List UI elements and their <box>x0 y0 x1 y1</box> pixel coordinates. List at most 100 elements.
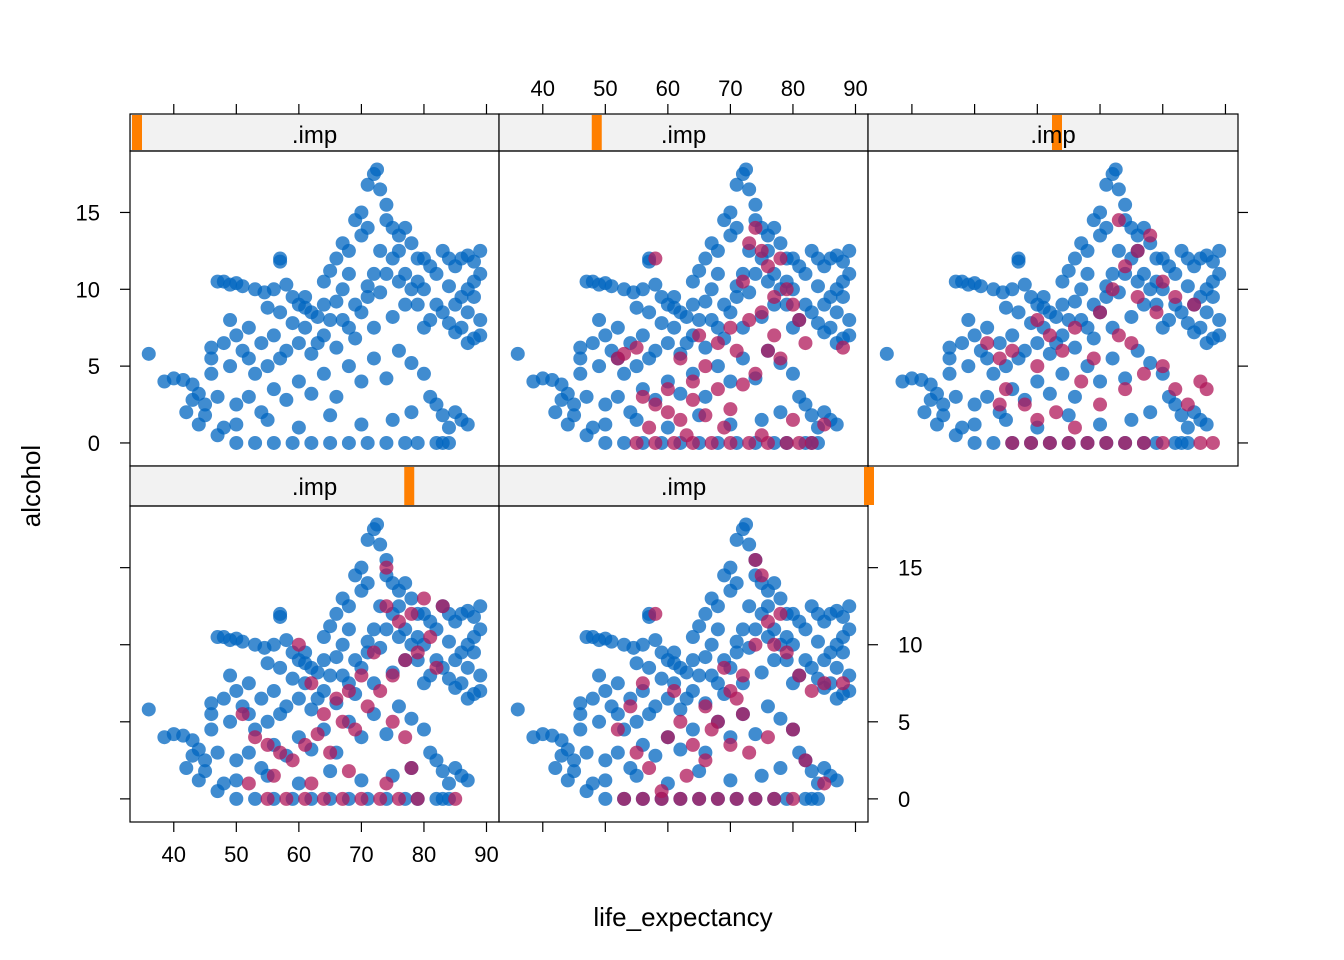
observed-point <box>598 773 613 788</box>
strip-level-indicator <box>864 467 874 505</box>
imputed-point <box>1155 274 1170 289</box>
observed-point <box>629 412 644 427</box>
imputed-point <box>748 637 763 652</box>
observed-point <box>273 305 288 320</box>
observed-point <box>1067 340 1082 355</box>
x-tick-label: 80 <box>781 76 805 101</box>
observed-point <box>341 266 356 281</box>
imputed-point <box>792 668 807 683</box>
observed-point <box>229 435 244 450</box>
observed-point <box>1212 313 1227 328</box>
imputed-point <box>1074 374 1089 389</box>
observed-point <box>316 653 331 668</box>
observed-point <box>961 359 976 374</box>
x-tick-label: 80 <box>412 842 436 867</box>
imputed-point <box>692 328 707 343</box>
observed-point <box>329 389 344 404</box>
x-tick-label: 40 <box>162 842 186 867</box>
observed-point <box>304 386 319 401</box>
observed-point <box>373 182 388 197</box>
imputed-point <box>754 428 769 443</box>
observed-point <box>241 745 256 760</box>
imputed-point <box>241 776 256 791</box>
imputed-point <box>316 791 331 806</box>
observed-point <box>685 297 700 312</box>
observed-point <box>829 305 844 320</box>
strip-level-indicator <box>132 115 142 150</box>
observed-point <box>179 761 194 776</box>
imputed-point <box>1086 351 1101 366</box>
observed-point <box>435 764 450 779</box>
observed-point <box>266 637 281 652</box>
observed-point <box>204 351 219 366</box>
y-tick-label: 0 <box>898 787 910 812</box>
observed-point <box>829 417 844 432</box>
observed-point <box>1055 297 1070 312</box>
observed-point <box>460 305 475 320</box>
imputed-point <box>1005 343 1020 358</box>
observed-point <box>604 279 619 294</box>
observed-point <box>460 336 475 351</box>
observed-point <box>266 435 281 450</box>
observed-point <box>567 397 582 412</box>
imputed-point <box>723 737 738 752</box>
x-tick-label: 70 <box>349 842 373 867</box>
imputed-point <box>717 420 732 435</box>
observed-point <box>810 634 825 649</box>
observed-point <box>592 313 607 328</box>
imputed-point <box>754 243 769 258</box>
imputed-point <box>429 660 444 675</box>
observed-point <box>216 691 231 706</box>
observed-point <box>1093 417 1108 432</box>
observed-point <box>204 696 219 711</box>
observed-point <box>610 389 625 404</box>
strip-label: .imp <box>292 122 337 149</box>
imputed-point <box>629 340 644 355</box>
imputed-point <box>1149 305 1164 320</box>
observed-point <box>723 374 738 389</box>
observed-point <box>710 622 725 637</box>
observed-point <box>260 714 275 729</box>
observed-point <box>692 764 707 779</box>
imputed-point <box>1118 259 1133 274</box>
observed-point <box>398 297 413 312</box>
imputed-point <box>679 768 694 783</box>
observed-point <box>323 619 338 634</box>
x-tick-label: 70 <box>718 76 742 101</box>
observed-point <box>204 366 219 381</box>
observed-point <box>592 668 607 683</box>
imputed-point <box>348 722 363 737</box>
imputed-point <box>285 753 300 768</box>
observed-point <box>229 328 244 343</box>
observed-point <box>298 289 313 304</box>
imputed-point <box>685 374 700 389</box>
observed-point <box>1180 435 1195 450</box>
imputed-point <box>1143 228 1158 243</box>
observed-point <box>398 576 413 591</box>
imputed-point <box>635 791 650 806</box>
strip-label: .imp <box>1030 122 1075 149</box>
imputed-point <box>804 435 819 450</box>
imputed-point <box>1042 435 1057 450</box>
observed-point <box>729 576 744 591</box>
observed-point <box>229 773 244 788</box>
observed-point <box>348 653 363 668</box>
imputed-point <box>304 676 319 691</box>
observed-point <box>316 274 331 289</box>
observed-point <box>710 359 725 374</box>
observed-point <box>835 254 850 269</box>
observed-point <box>1180 279 1195 294</box>
observed-point <box>266 683 281 698</box>
observed-point <box>817 653 832 668</box>
imputed-point <box>710 336 725 351</box>
observed-point <box>210 428 225 443</box>
observed-point <box>473 328 488 343</box>
observed-point <box>642 351 657 366</box>
observed-point <box>460 773 475 788</box>
imputed-point <box>835 340 850 355</box>
observed-point <box>473 313 488 328</box>
imputed-point <box>980 336 995 351</box>
imputed-point <box>748 791 763 806</box>
imputed-point <box>717 660 732 675</box>
observed-point <box>942 340 957 355</box>
